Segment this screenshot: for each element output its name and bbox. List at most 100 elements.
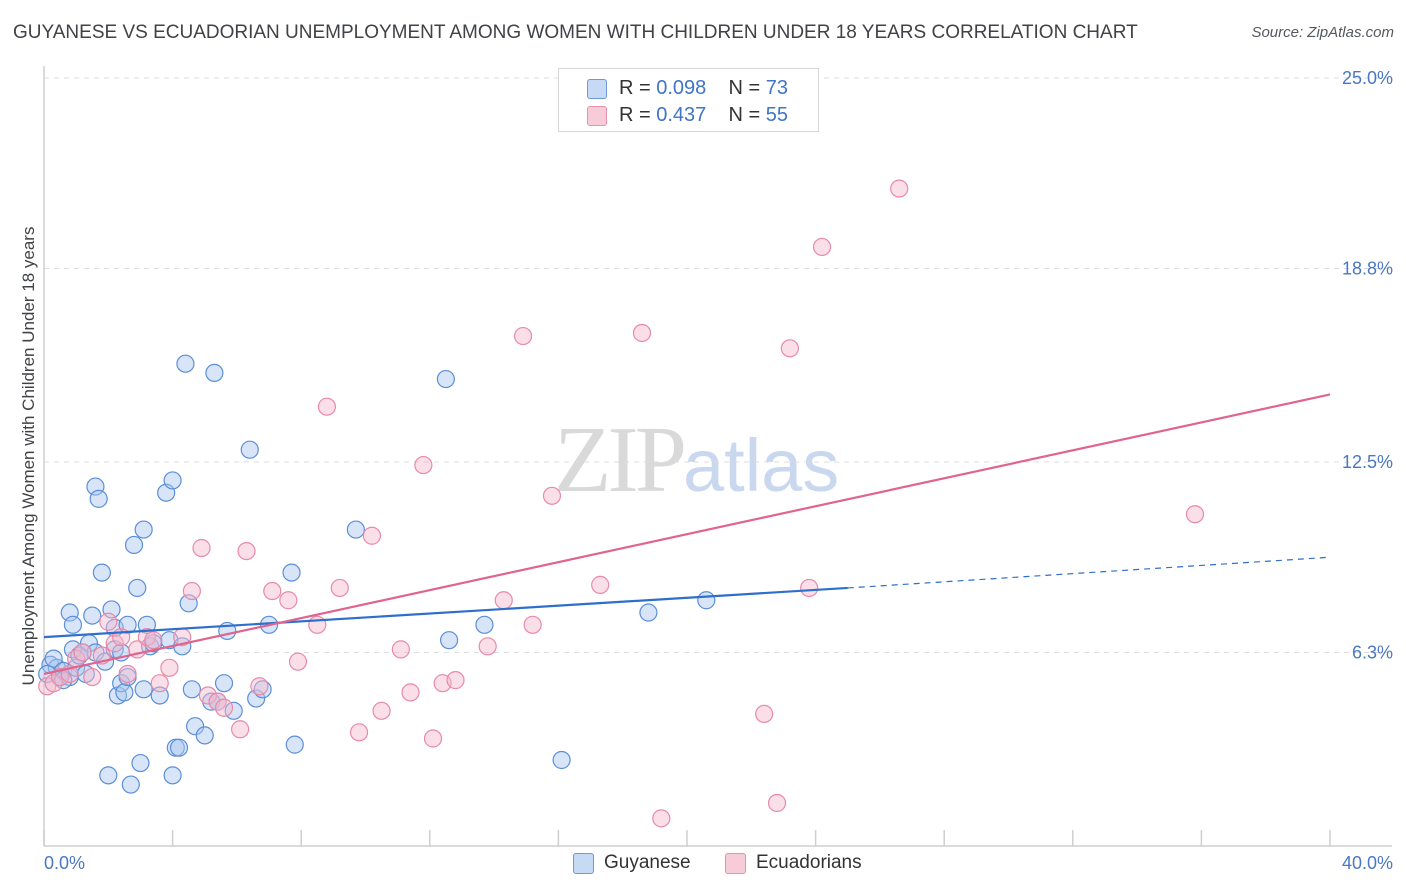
- guyanese-trend-extension: [847, 556, 1331, 589]
- guyanese-point-64: [205, 363, 224, 383]
- watermark-zip: ZIP: [554, 408, 687, 512]
- guyanese-points: [38, 354, 716, 794]
- ecuadorians-point-15: [150, 674, 169, 693]
- ecuadorians-swatch: [587, 106, 607, 126]
- ecuadorians-point-37: [414, 455, 433, 475]
- guyanese-point-28: [128, 578, 147, 598]
- ecuadorians-point-52: [800, 578, 819, 598]
- legend-guyanese-n-label: N =: [728, 77, 766, 99]
- bottom-guyanese-swatch: [573, 853, 594, 874]
- ecuadorians-point-45: [542, 486, 562, 505]
- ecuadorians-point-25: [250, 677, 269, 696]
- ecuadorians-point-47: [632, 323, 652, 343]
- ecuadorians-point-24: [237, 541, 256, 561]
- watermark-atlas: atlas: [683, 424, 840, 507]
- guyanese-point-61: [552, 750, 571, 770]
- guyanese-point-37: [163, 766, 182, 785]
- legend-ecuadorians-r-value: 0.437: [656, 104, 707, 126]
- ecuadorians-point-31: [330, 578, 349, 598]
- ecuadorians-point-51: [780, 339, 799, 358]
- ecuadorians-point-42: [494, 591, 513, 610]
- bottom-ecuadorians-swatch: [725, 853, 746, 874]
- ecuadorians-point-22: [214, 698, 234, 717]
- ecuadorians-point-26: [263, 581, 282, 601]
- guyanese-swatch: [587, 79, 607, 99]
- ecuadorians-point-34: [372, 701, 391, 720]
- guyanese-point-43: [182, 680, 201, 699]
- ecuadorians-point-49: [755, 704, 774, 724]
- legend-ecuadorians-n-value: 55: [765, 104, 789, 126]
- guyanese-point-8: [63, 615, 83, 634]
- guyanese-point-53: [253, 680, 272, 699]
- ecuadorians-point-18: [182, 581, 201, 601]
- guyanese-point-51: [240, 440, 259, 459]
- ecuadorians-point-53: [812, 237, 832, 257]
- ecuadorians-point-46: [591, 575, 610, 594]
- source-credit: Source: ZipAtlas.com: [1251, 24, 1394, 41]
- chart-title: GUYANESE VS ECUADORIAN UNEMPLOYMENT AMON…: [13, 22, 1138, 43]
- ecuadorians-point-11: [118, 664, 137, 684]
- ecuadorians-point-38: [423, 729, 443, 748]
- guyanese-point-29: [134, 520, 153, 539]
- legend-ecuadorians-text: R = 0.437 N = 55: [619, 104, 788, 127]
- ecuadorians-point-8: [99, 612, 118, 631]
- ecuadorians-point-41: [478, 637, 497, 656]
- guyanese-point-55: [282, 563, 301, 582]
- axes: [43, 66, 1392, 847]
- guyanese-point-58: [436, 369, 455, 389]
- y-tick-label-3: 25.0%: [1342, 68, 1393, 88]
- y-tick-label-2: 18.8%: [1342, 258, 1393, 278]
- guyanese-point-66: [121, 775, 140, 794]
- legend-guyanese-n-value: 73: [765, 77, 789, 99]
- guyanese-point-44: [186, 717, 205, 736]
- ecuadorians-point-48: [652, 809, 671, 828]
- guyanese-point-45: [195, 726, 214, 745]
- ecuadorians-point-20: [198, 686, 218, 705]
- guyanese-trend-line: [43, 586, 848, 639]
- ecuadorians-point-35: [391, 640, 410, 659]
- ecuadorians-points: [38, 179, 1205, 828]
- guyanese-point-39: [169, 738, 189, 757]
- guyanese-point-24: [115, 683, 134, 702]
- watermark: ZIPatlas: [554, 405, 839, 514]
- trend-lines: [43, 393, 1331, 676]
- x-tick-label-0: 0.0%: [44, 853, 85, 873]
- ecuadorians-point-6: [83, 667, 102, 687]
- guyanese-point-17: [92, 563, 111, 582]
- guyanese-point-13: [83, 606, 102, 625]
- ecuadorians-point-14: [144, 631, 163, 650]
- guyanese-point-60: [475, 615, 494, 634]
- ecuadorians-point-36: [401, 683, 420, 702]
- ecuadorians-point-16: [160, 658, 179, 677]
- bottom-guyanese-label: Guyanese: [604, 852, 691, 873]
- guyanese-point-30: [134, 680, 153, 699]
- legend-guyanese-r-label: R =: [619, 77, 657, 99]
- guyanese-point-59: [439, 631, 459, 650]
- guyanese-point-27: [124, 535, 144, 555]
- guyanese-point-48: [214, 674, 234, 693]
- guyanese-point-15: [89, 489, 108, 508]
- ecuadorians-point-30: [317, 397, 337, 416]
- ecuadorians-point-32: [349, 723, 369, 742]
- guyanese-point-62: [639, 603, 658, 622]
- ecuadorians-point-50: [767, 793, 787, 813]
- legend-guyanese-text: R = 0.098 N = 73: [619, 77, 788, 100]
- ecuadorians-point-33: [362, 526, 382, 545]
- legend-guyanese-r-value: 0.098: [656, 77, 707, 99]
- ecuadorians-point-55: [1185, 505, 1205, 524]
- ecuadorians-point-23: [231, 720, 250, 739]
- guyanese-point-36: [163, 471, 182, 490]
- tick-labels: 6.3% 12.5% 18.8% 25.0% 0.0% 40.0%: [44, 68, 1393, 873]
- ecuadorians-point-19: [192, 538, 211, 558]
- ecuadorians-point-27: [279, 591, 298, 610]
- ecuadorians-point-5: [73, 643, 92, 662]
- y-tick-label-1: 12.5%: [1342, 452, 1393, 472]
- ecuadorians-point-44: [523, 615, 542, 634]
- ecuadorians-trend-line: [43, 393, 1331, 676]
- legend-ecuadorians-r-label: R =: [619, 104, 657, 126]
- ecuadorians-point-54: [890, 179, 909, 198]
- bottom-ecuadorians-label: Ecuadorians: [756, 852, 862, 873]
- correlation-legend: R = 0.098 N = 73 R = 0.437 N = 55: [558, 68, 819, 132]
- y-tick-label-0: 6.3%: [1352, 642, 1393, 662]
